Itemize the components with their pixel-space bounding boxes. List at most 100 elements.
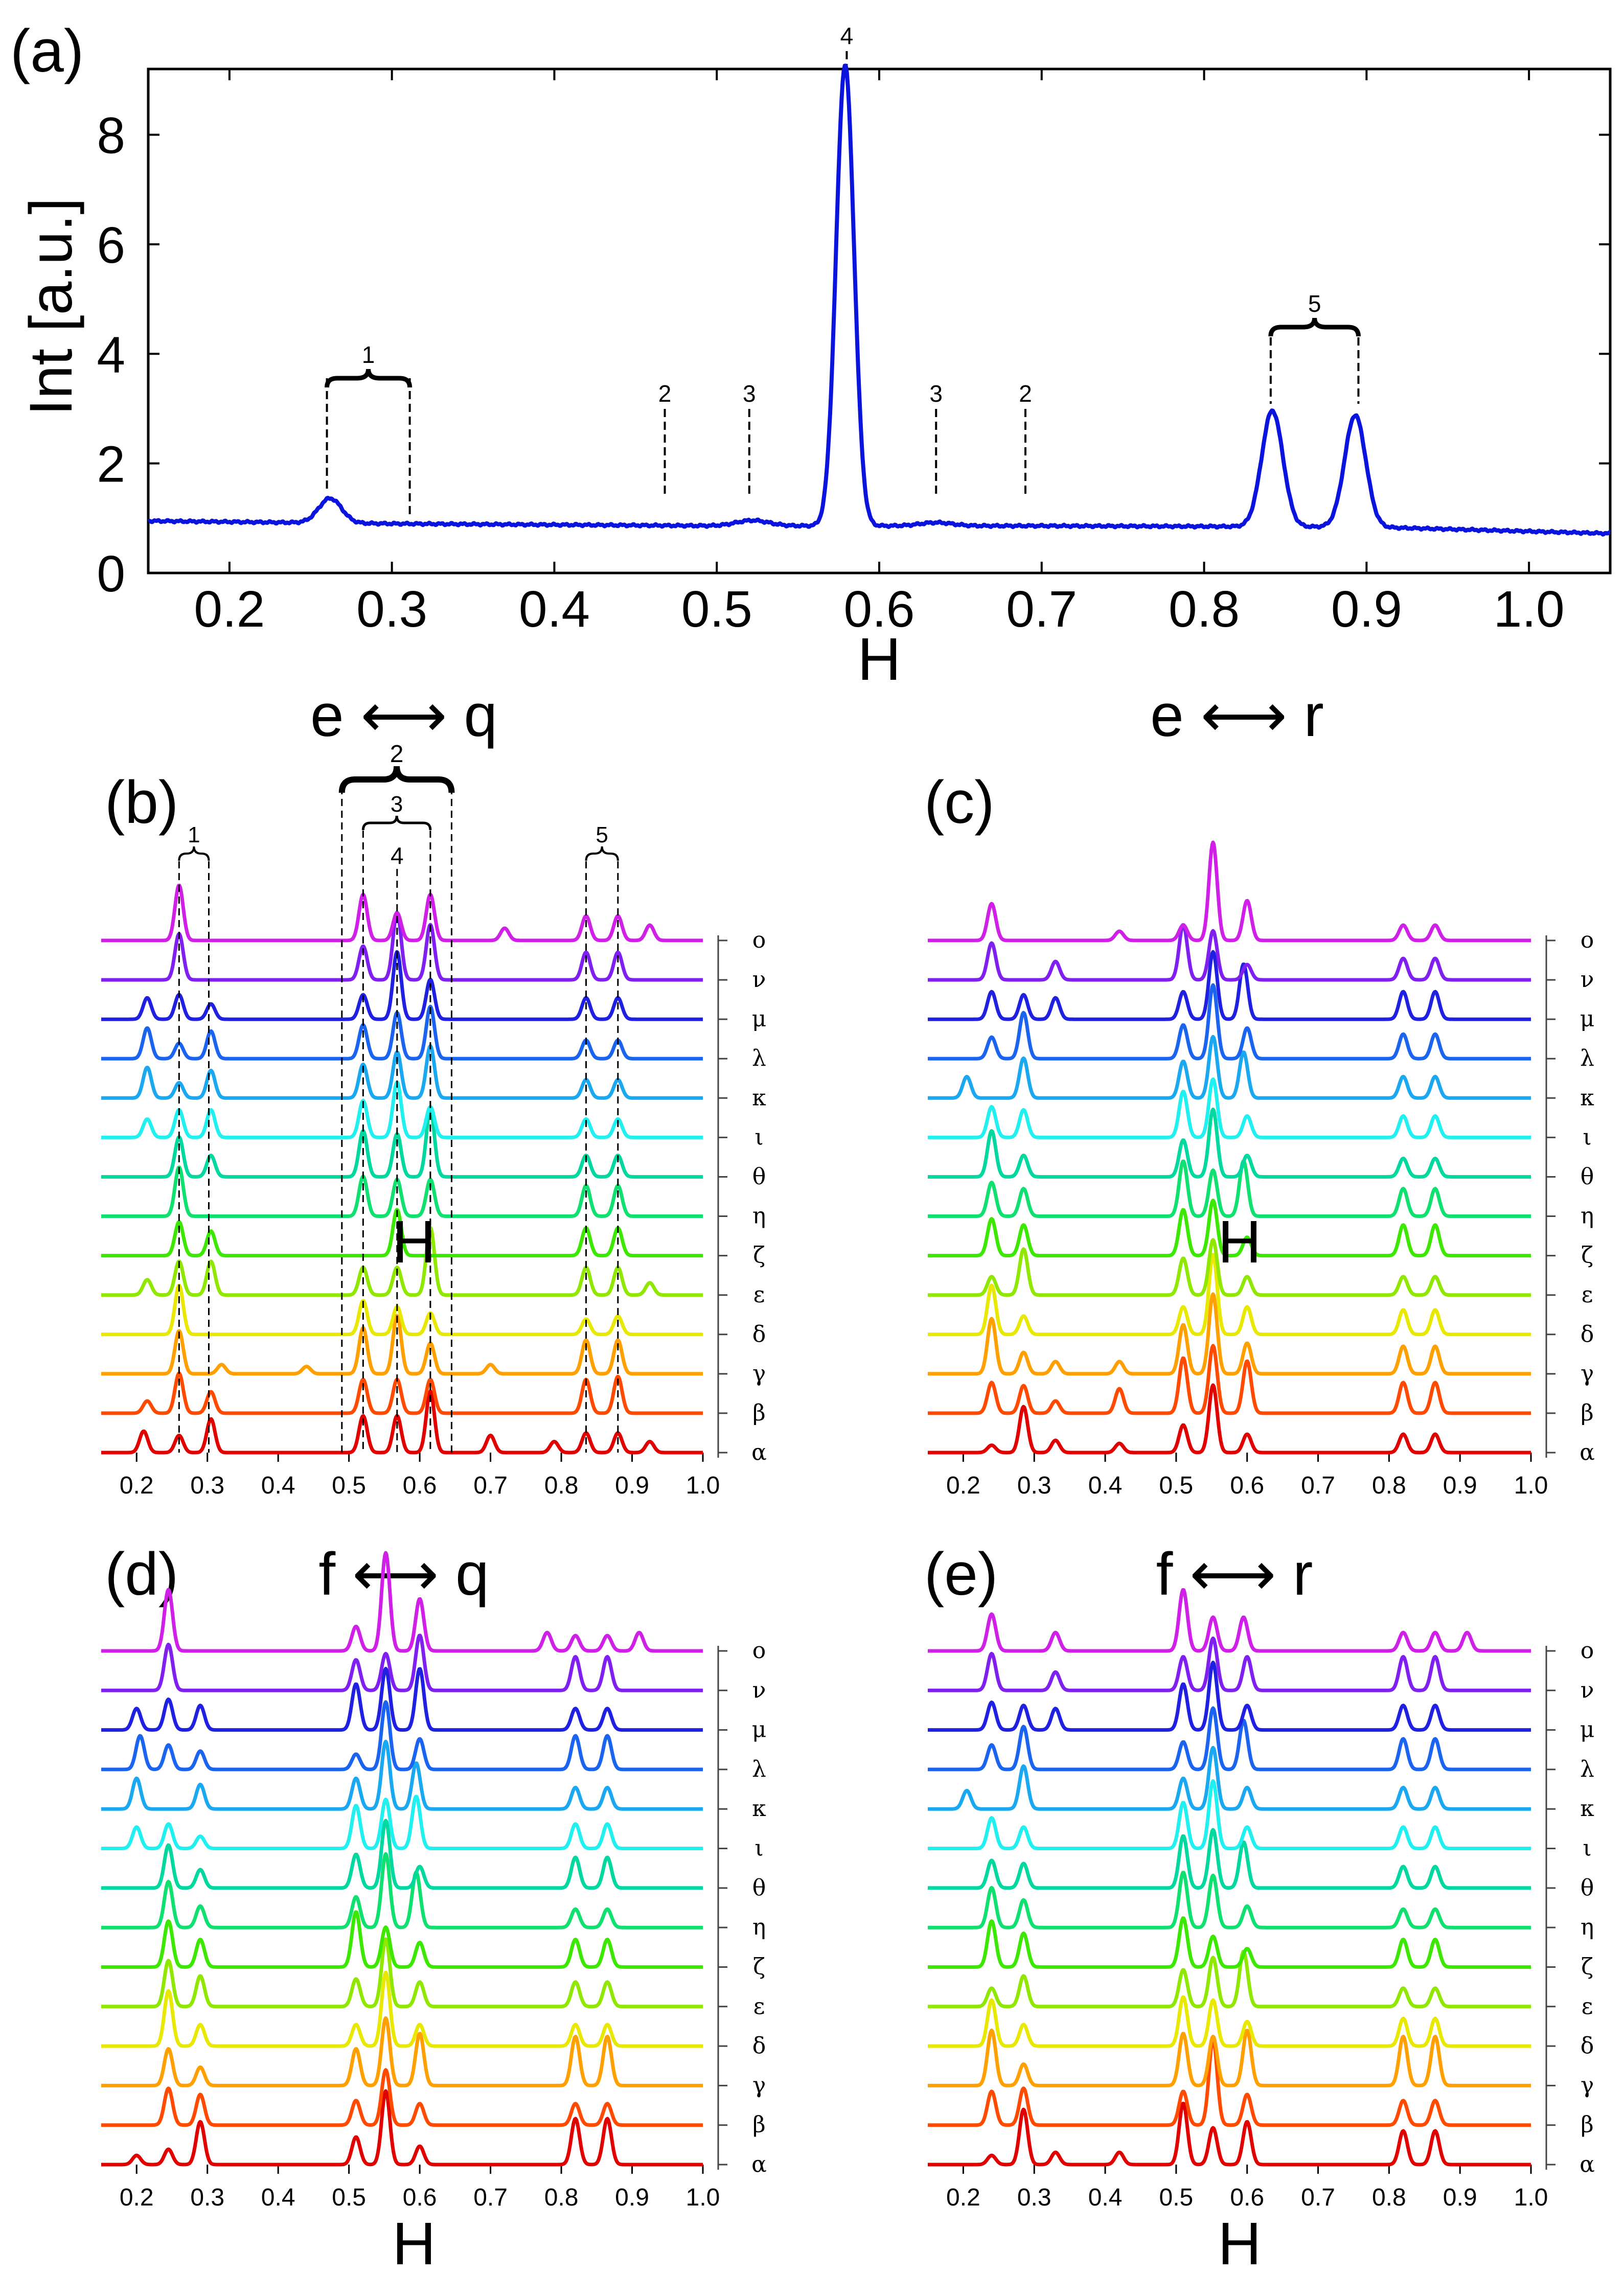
panel-e-label: (e) [924, 1541, 998, 1608]
c-series-β [927, 1344, 1532, 1415]
e-series-α [927, 2102, 1532, 2167]
b-brace [178, 846, 210, 861]
e-series-γ [927, 2028, 1532, 2087]
b-series-θ [100, 1108, 704, 1179]
d-series-label: μ [752, 1717, 767, 1743]
panel-c-title: e ⟷ r [1150, 682, 1324, 749]
a-brace [1268, 317, 1361, 337]
b-brace [585, 846, 619, 861]
c-series-label: δ [1581, 1321, 1594, 1347]
c-series-ο [927, 840, 1532, 943]
panel-a-label: (a) [10, 17, 84, 85]
e-series-θ [927, 1828, 1532, 1890]
a-xtick-label: 0.7 [1006, 581, 1077, 638]
c-xtick-label: 0.7 [1301, 1472, 1335, 1499]
a-xtick-label: 0.4 [519, 581, 590, 638]
a-brace-label: 5 [1308, 290, 1321, 317]
e-series-ο [927, 1588, 1532, 1653]
panel-a-curve [147, 63, 1611, 537]
panel-d: (d) f ⟷ q 0.2 0.3 0.4 0.5 0.6 0.7 0.8 0.9 1.0αβγ… [100, 1541, 767, 2275]
b-series-label: α [751, 1439, 767, 1465]
e-series-λ [927, 1706, 1532, 1772]
d-series-label: κ [752, 1796, 766, 1822]
b-brace-label: 5 [596, 822, 608, 847]
b-brace [361, 815, 432, 831]
c-xtick-label: 0.5 [1159, 1472, 1194, 1499]
panel-a-markers: 2 3 4 3 2 1 5 [325, 22, 1361, 516]
panel-a-frame [147, 67, 1612, 575]
a-xtick-label: 0.5 [681, 581, 752, 638]
e-xtick-label: 0.3 [1017, 2184, 1051, 2211]
a-xtick-label: 0.3 [356, 581, 427, 638]
e-series-label: α [1580, 2151, 1595, 2177]
b-series-ν [100, 910, 704, 982]
e-series-η [927, 1871, 1532, 1929]
a-ytick-label: 6 [97, 217, 125, 274]
d-series-ν [100, 1634, 704, 1692]
panel-b-label: (b) [105, 769, 178, 836]
b-brace [338, 766, 455, 793]
b-xtick-label: 0.8 [544, 1472, 579, 1499]
b-series-label: γ [752, 1361, 766, 1387]
b-series-γ [100, 1314, 704, 1376]
c-series-δ [927, 1253, 1532, 1337]
panel-e: (e) f ⟷ r 0.2 0.3 0.4 0.5 0.6 0.7 0.8 0.9 1.0αβγ… [924, 1541, 1595, 2275]
d-series-ο [100, 1551, 704, 1653]
d-series-ι [100, 1795, 704, 1850]
e-series-label: η [1581, 1914, 1594, 1940]
c-series-κ [927, 1035, 1532, 1100]
b-series-label: ι [754, 1124, 763, 1150]
b-series-label: η [752, 1203, 766, 1229]
d-series-label: θ [752, 1875, 766, 1901]
panel-a-y-ticks: 0 2 4 6 8 [97, 107, 1610, 603]
c-xtick-label: 0.2 [946, 1472, 980, 1499]
panel-a-ylabel: Int [a.u.] [17, 198, 85, 416]
b-series-α [100, 1389, 704, 1455]
b-xtick-label: 0.4 [261, 1472, 295, 1499]
b-xtick-label: 0.5 [332, 1472, 366, 1499]
d-xtick-label: 1.0 [686, 2184, 720, 2211]
b-series-label: ο [752, 927, 766, 953]
b-series-β [100, 1371, 704, 1415]
a-brace [325, 369, 413, 388]
e-series-label: κ [1580, 1796, 1594, 1822]
b-series-label: λ [752, 1045, 766, 1071]
d-series-label: δ [752, 2033, 766, 2059]
d-xtick-label: 0.7 [473, 2184, 508, 2211]
e-series-μ [927, 1661, 1532, 1732]
b-brace-label: 1 [188, 822, 200, 847]
c-series-label: η [1581, 1203, 1594, 1229]
d-series-κ [100, 1739, 704, 1811]
b-brace-label: 2 [390, 741, 404, 768]
b-xtick-label: 1.0 [686, 1472, 720, 1499]
d-series-γ [100, 2016, 704, 2087]
e-xtick-label: 0.4 [1088, 2184, 1123, 2211]
e-series-label: θ [1581, 1875, 1594, 1901]
d-series-ε [100, 1937, 704, 2009]
panel-b-xlabel: H [392, 1208, 436, 1276]
d-series-label: ν [752, 1677, 766, 1703]
c-series-η [927, 1159, 1532, 1218]
panel-c-label: (c) [924, 769, 995, 836]
e-series-label: β [1581, 2112, 1593, 2138]
d-xtick-label: 0.5 [332, 2184, 366, 2211]
e-series-label: ο [1581, 1638, 1594, 1664]
e-xtick-label: 0.9 [1443, 2184, 1477, 2211]
d-xtick-label: 0.8 [544, 2184, 579, 2211]
d-xtick-label: 0.2 [120, 2184, 154, 2211]
c-xtick-label: 0.6 [1230, 1472, 1264, 1499]
c-series-γ [927, 1292, 1532, 1376]
e-series-ι [927, 1779, 1532, 1850]
b-xtick-label: 0.2 [120, 1472, 154, 1499]
b-series-label: δ [752, 1321, 766, 1347]
panel-d-xlabel: H [392, 2210, 436, 2275]
d-xtick-label: 0.6 [403, 2184, 437, 2211]
a-ytick-label: 0 [97, 545, 125, 603]
a-marker-label: 4 [840, 22, 854, 49]
d-series-label: η [752, 1914, 766, 1940]
b-series-κ [100, 1044, 704, 1100]
c-series-label: γ [1581, 1361, 1594, 1387]
d-series-ζ [100, 1910, 704, 1969]
c-series-ι [927, 1077, 1532, 1139]
c-series-θ [927, 1108, 1532, 1179]
